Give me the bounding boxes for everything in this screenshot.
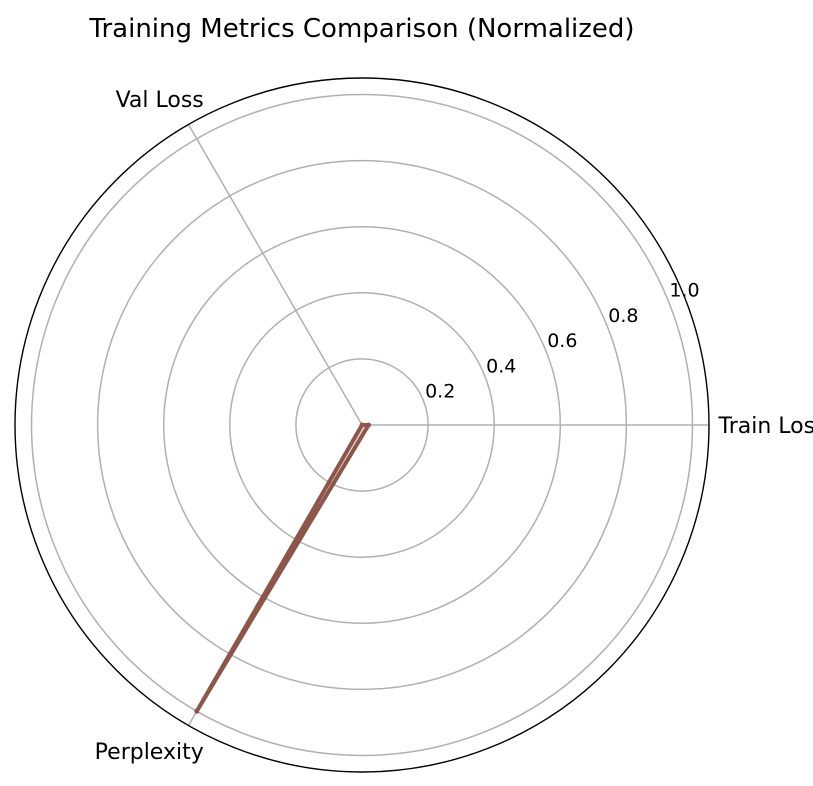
r-tick-label-5: 1.0	[669, 280, 699, 302]
axis-label-train-loss: Train Loss	[717, 414, 813, 439]
series-point-val-loss	[359, 422, 365, 428]
axis-label-perplexity: Perplexity	[95, 740, 204, 765]
r-tick-label-4: 0.8	[608, 305, 638, 327]
axis-labels: Train Loss Val Loss Perplexity	[95, 88, 813, 765]
radial-tick-labels: 0.2 0.4 0.6 0.8 1.0	[425, 280, 699, 403]
radar-series	[194, 422, 372, 714]
chart-title: Training Metrics Comparison (Normalized)	[88, 14, 634, 44]
r-tick-label-2: 0.4	[486, 355, 516, 377]
r-tick-label-1: 0.2	[425, 381, 455, 403]
radar-outer-frame	[14, 77, 710, 773]
series-point-perplexity	[194, 708, 200, 714]
r-tick-label-3: 0.6	[547, 330, 577, 352]
series-point-train-loss	[366, 422, 372, 428]
axis-label-val-loss: Val Loss	[116, 88, 204, 113]
spoke-val-loss	[187, 124, 363, 426]
series-line-1	[194, 423, 371, 714]
radar-spokes	[187, 124, 709, 726]
